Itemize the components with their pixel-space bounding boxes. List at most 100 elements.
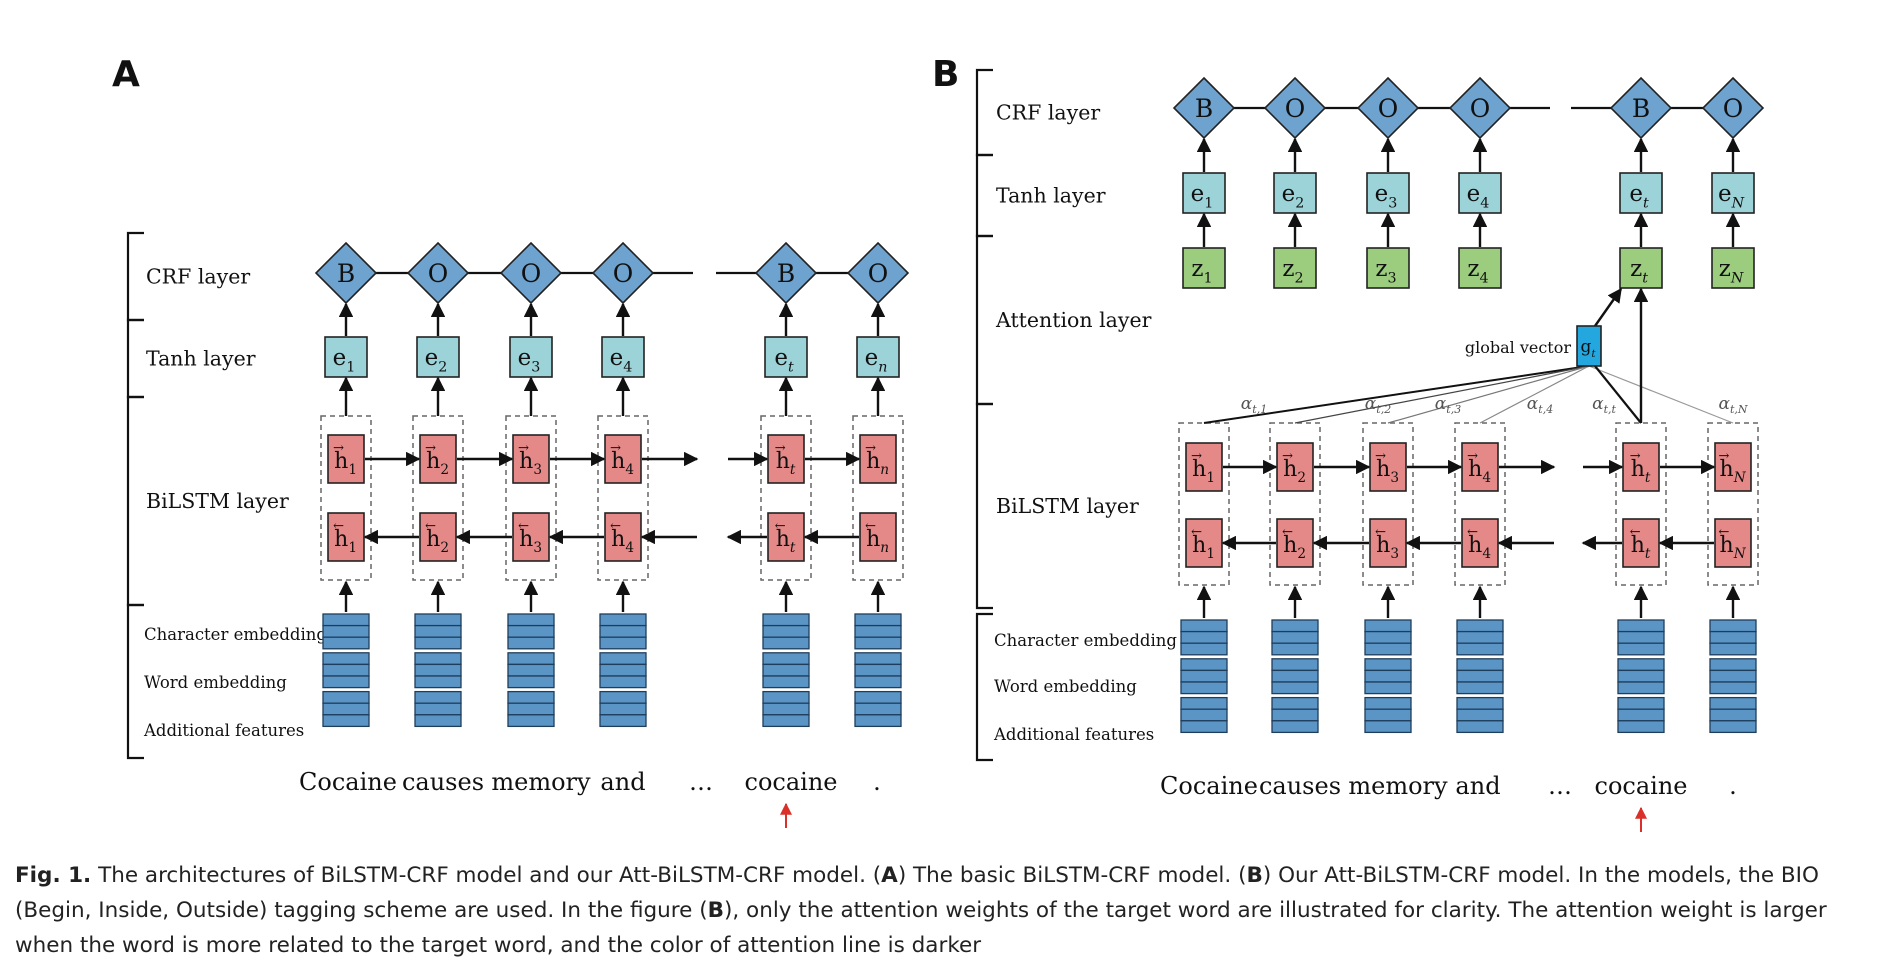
symbol-base: z (1191, 256, 1203, 282)
symbol-base: h (426, 449, 440, 474)
tanh-node (1182, 172, 1226, 214)
bilstm-cell-frame (320, 415, 372, 581)
embedding-block (507, 624, 555, 638)
input-word: memory (1348, 772, 1448, 800)
embedding-block (1271, 658, 1319, 672)
embedding-block (854, 652, 902, 666)
symbol-subscript: t (1591, 348, 1596, 360)
embedding-block (1364, 630, 1412, 644)
direction-arrow: ← (425, 519, 436, 534)
embedding-block (507, 702, 555, 716)
bilstm-cell-frame (1269, 422, 1321, 586)
symbol-base: h (1283, 533, 1297, 558)
embedding-block (599, 624, 647, 638)
symbol-subscript: 2 (1295, 270, 1304, 286)
embedding-block (1617, 630, 1665, 644)
tanh-node (764, 336, 808, 378)
direction-arrow: → (610, 441, 621, 456)
embedding-block (1271, 720, 1319, 734)
forward-hidden-state (859, 434, 897, 484)
embedding-block (322, 624, 370, 638)
direction-arrow: ← (610, 519, 621, 534)
bilstm-cell-frame (1707, 422, 1759, 586)
tanh-node (509, 336, 553, 378)
direction-arrow: → (865, 441, 876, 456)
symbol-subscript: N (1730, 270, 1744, 286)
embedding-block (414, 714, 462, 728)
tanh-node (1366, 172, 1410, 214)
symbol-base: z (1719, 256, 1731, 282)
symbol-base: h (519, 449, 533, 474)
global-vector-node (1576, 325, 1602, 367)
crf-tag-node-label: O (1378, 94, 1399, 123)
symbol-base: z (1630, 256, 1642, 282)
embedding-block (507, 675, 555, 689)
forward-hidden-state (1185, 442, 1223, 492)
embedding-block (762, 663, 810, 677)
embedding-block (1180, 669, 1228, 683)
caption-text-1: The architectures of BiLSTM-CRF model an… (91, 863, 882, 888)
tanh-node (324, 336, 368, 378)
symbol-subscript: 2 (440, 462, 449, 478)
embedding-block (1180, 681, 1228, 695)
layer-label: Attention layer (995, 308, 1152, 332)
symbol-base: h (1631, 457, 1645, 482)
caption-text-3: ) Our Att-BiLSTM-CRF model. In the model… (15, 863, 1819, 923)
attention-output-node (1366, 247, 1410, 289)
symbol-subscript: 1 (348, 540, 357, 556)
embedding-block (762, 636, 810, 650)
symbol-subscript: 2 (1297, 470, 1306, 486)
backward-hidden-label: ← hn (865, 519, 889, 556)
symbol-base: h (334, 527, 348, 552)
symbol-base: h (334, 449, 348, 474)
embedding-block (1617, 642, 1665, 656)
alpha-symbol: α (1241, 394, 1253, 414)
caption-ref-a: A (881, 863, 898, 888)
forward-hidden-state (1622, 442, 1660, 492)
layer-bracket (975, 402, 993, 610)
embedding-block (1364, 720, 1412, 734)
embedding-block (322, 613, 370, 627)
symbol-subscript: t (790, 462, 796, 478)
symbol-subscript: N (1733, 546, 1747, 562)
backward-hidden-label: ← h2 (425, 519, 449, 556)
direction-arrow: ← (333, 519, 344, 534)
direction-arrow: ← (865, 519, 876, 534)
embedding-block (1456, 619, 1504, 633)
caption-fig-label: Fig. 1. (15, 863, 92, 888)
embedding-block (1456, 681, 1504, 695)
alpha-subscript: t,N (1730, 403, 1748, 416)
forward-hidden-state (767, 434, 805, 484)
attention-output-label: zN (1719, 256, 1744, 286)
embedding-block (1709, 708, 1757, 722)
attention-output-node (1711, 247, 1755, 289)
symbol-subscript: 4 (623, 359, 632, 375)
direction-arrow: → (425, 441, 436, 456)
tanh-node (1458, 172, 1502, 214)
embedding-block (1271, 708, 1319, 722)
attention-weight-label: αt,N (1718, 394, 1747, 416)
symbol-subscript: 1 (1204, 270, 1213, 286)
embedding-block (1180, 696, 1228, 710)
panel-label: B (932, 54, 959, 95)
backward-hidden-state (1276, 518, 1314, 568)
embedding-block (1709, 630, 1757, 644)
symbol-base: z (1282, 256, 1294, 282)
forward-hidden-label: → h3 (1375, 449, 1399, 486)
symbol-subscript: 3 (1390, 470, 1399, 486)
input-word: cocaine (1595, 772, 1688, 800)
forward-hidden-state (512, 434, 550, 484)
crf-tag-node-label: O (613, 259, 634, 288)
embedding-block (762, 714, 810, 728)
symbol-base: e (1191, 181, 1205, 207)
bilstm-cell-frame (412, 415, 464, 581)
tanh-label: e3 (1375, 181, 1398, 211)
tanh-node (601, 336, 645, 378)
direction-arrow: ← (518, 519, 529, 534)
embedding-block (1180, 630, 1228, 644)
symbol-subscript: 1 (348, 462, 357, 478)
embedding-block (1709, 681, 1757, 695)
embedding-block (322, 702, 370, 716)
embedding-block (1456, 669, 1504, 683)
embedding-bracket (975, 612, 993, 762)
